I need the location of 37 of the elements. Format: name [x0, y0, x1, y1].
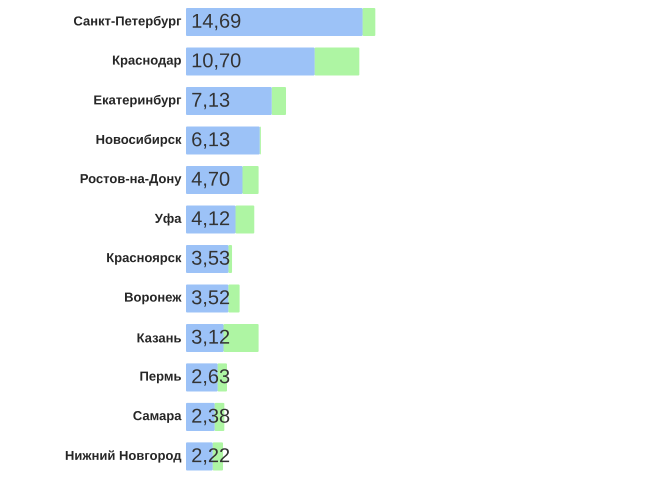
- data-label: 3,52: [192, 290, 230, 307]
- bar: [228, 284, 240, 312]
- bar: [186, 86, 272, 116]
- y-tick-label: Уфа: [154, 213, 182, 226]
- y-tick-label: Красноярск: [107, 253, 182, 265]
- bar: [186, 8, 363, 36]
- data-label: 2,22: [192, 448, 230, 465]
- data-label: 4,70: [192, 172, 230, 188]
- y-tick-label: Казань: [137, 333, 181, 342]
- y-tick-label: Санкт-Петербург: [74, 16, 182, 28]
- bar: [186, 205, 236, 234]
- y-tick-label: Пермь: [140, 372, 181, 384]
- bar: [186, 47, 315, 76]
- data-label: 10,70: [192, 53, 240, 70]
- bar: [362, 8, 376, 36]
- data-label: 7,13: [192, 92, 230, 110]
- y-tick-label: Ростов-на-Дону: [80, 174, 182, 186]
- bar: [242, 166, 259, 194]
- bar: [236, 205, 254, 234]
- data-label: 3,53: [192, 250, 230, 268]
- y-tick-label: Краснодар: [112, 56, 181, 68]
- bar: [186, 126, 260, 155]
- y-tick-label: Самара: [133, 411, 182, 423]
- data-label: 3,12: [192, 330, 230, 346]
- y-tick-label: Воронеж: [124, 292, 182, 304]
- data-label: 6,13: [192, 132, 230, 149]
- data-label: 14,69: [192, 14, 240, 30]
- y-tick-label: Нижний Новгород: [66, 450, 182, 463]
- bar: [272, 86, 286, 116]
- bar: [186, 166, 242, 194]
- bar: [228, 244, 232, 273]
- y-tick-label: Новосибирск: [96, 134, 182, 147]
- data-label: 4,12: [192, 211, 230, 228]
- y-tick-label: Екатеринбург: [94, 94, 182, 108]
- data-label: 2,38: [192, 408, 230, 426]
- data-label: 2,63: [192, 369, 230, 386]
- bar: [314, 47, 360, 76]
